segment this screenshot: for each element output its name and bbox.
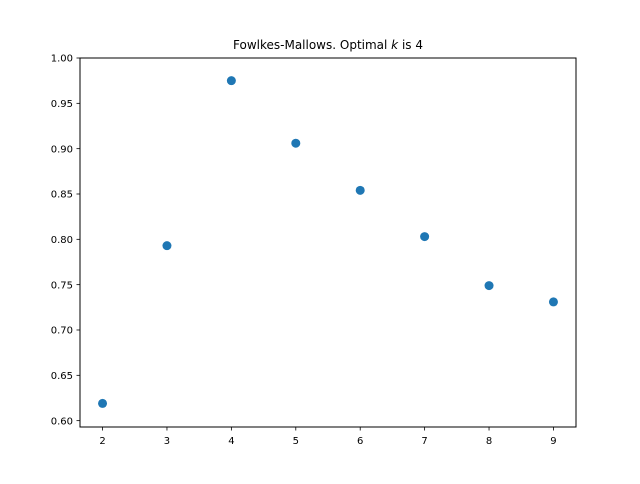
y-tick-label: 0.65 bbox=[51, 371, 73, 382]
y-tick-label: 0.80 bbox=[51, 235, 73, 246]
y-tick-label: 0.85 bbox=[51, 190, 73, 201]
y-tick-label: 1.00 bbox=[51, 54, 73, 65]
x-tick-label: 9 bbox=[550, 436, 556, 447]
x-tick-label: 7 bbox=[421, 436, 427, 447]
chart-title: Fowlkes-Mallows. Optimal k is 4 bbox=[233, 38, 423, 52]
data-point bbox=[484, 281, 494, 291]
y-tick-label: 0.60 bbox=[51, 416, 73, 427]
y-axis-ticks: 0.60 0.65 0.70 0.75 0.80 0.85 0.90 0.95 1.00 bbox=[51, 54, 80, 427]
x-tick-label: 6 bbox=[357, 436, 363, 447]
x-tick-label: 4 bbox=[228, 436, 234, 447]
title-suffix: is 4 bbox=[398, 38, 423, 52]
data-point bbox=[162, 241, 172, 251]
y-tick-label: 0.90 bbox=[51, 144, 73, 155]
y-tick-label: 0.75 bbox=[51, 280, 73, 291]
x-tick-label: 3 bbox=[164, 436, 170, 447]
y-tick-label: 0.70 bbox=[51, 326, 73, 337]
x-tick-label: 2 bbox=[99, 436, 105, 447]
title-prefix: Fowlkes-Mallows. Optimal bbox=[233, 38, 391, 52]
x-tick-label: 5 bbox=[293, 436, 299, 447]
plot-area-frame bbox=[79, 57, 577, 428]
data-point bbox=[420, 232, 430, 242]
y-tick-label: 0.95 bbox=[51, 99, 73, 110]
data-point bbox=[291, 138, 301, 148]
x-tick-label: 8 bbox=[486, 436, 492, 447]
data-point bbox=[98, 398, 108, 408]
data-point bbox=[226, 76, 236, 86]
data-point bbox=[548, 297, 558, 307]
title-variable: k bbox=[391, 38, 399, 52]
data-points bbox=[98, 76, 558, 408]
x-axis-ticks: 2 3 4 5 6 7 8 9 bbox=[99, 427, 557, 447]
data-point bbox=[355, 185, 365, 195]
